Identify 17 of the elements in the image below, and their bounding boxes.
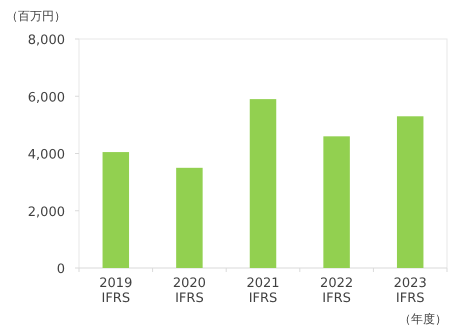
bar [102,152,130,268]
bar [250,99,276,268]
bar [176,168,203,268]
x-tick-label: 2022 IFRS [320,276,354,306]
x-tick-label: 2019 IFRS [99,276,132,306]
y-axis-title: （百万円） [6,9,66,23]
y-tick-label: 0 [56,262,65,277]
y-tick-label: 4,000 [28,148,65,162]
y-tick-label: 2,000 [28,204,65,220]
x-tick-label: 2021 IFRS [246,276,280,306]
x-axis-title: （年度） [399,312,447,326]
bar [323,136,350,268]
y-tick-label: 8,000 [28,33,65,48]
x-tick-label: 2023 IFRS [394,276,427,306]
bar [396,116,424,268]
x-tick-label: 2020 IFRS [172,276,206,306]
y-tick-label: 6,000 [28,90,65,106]
